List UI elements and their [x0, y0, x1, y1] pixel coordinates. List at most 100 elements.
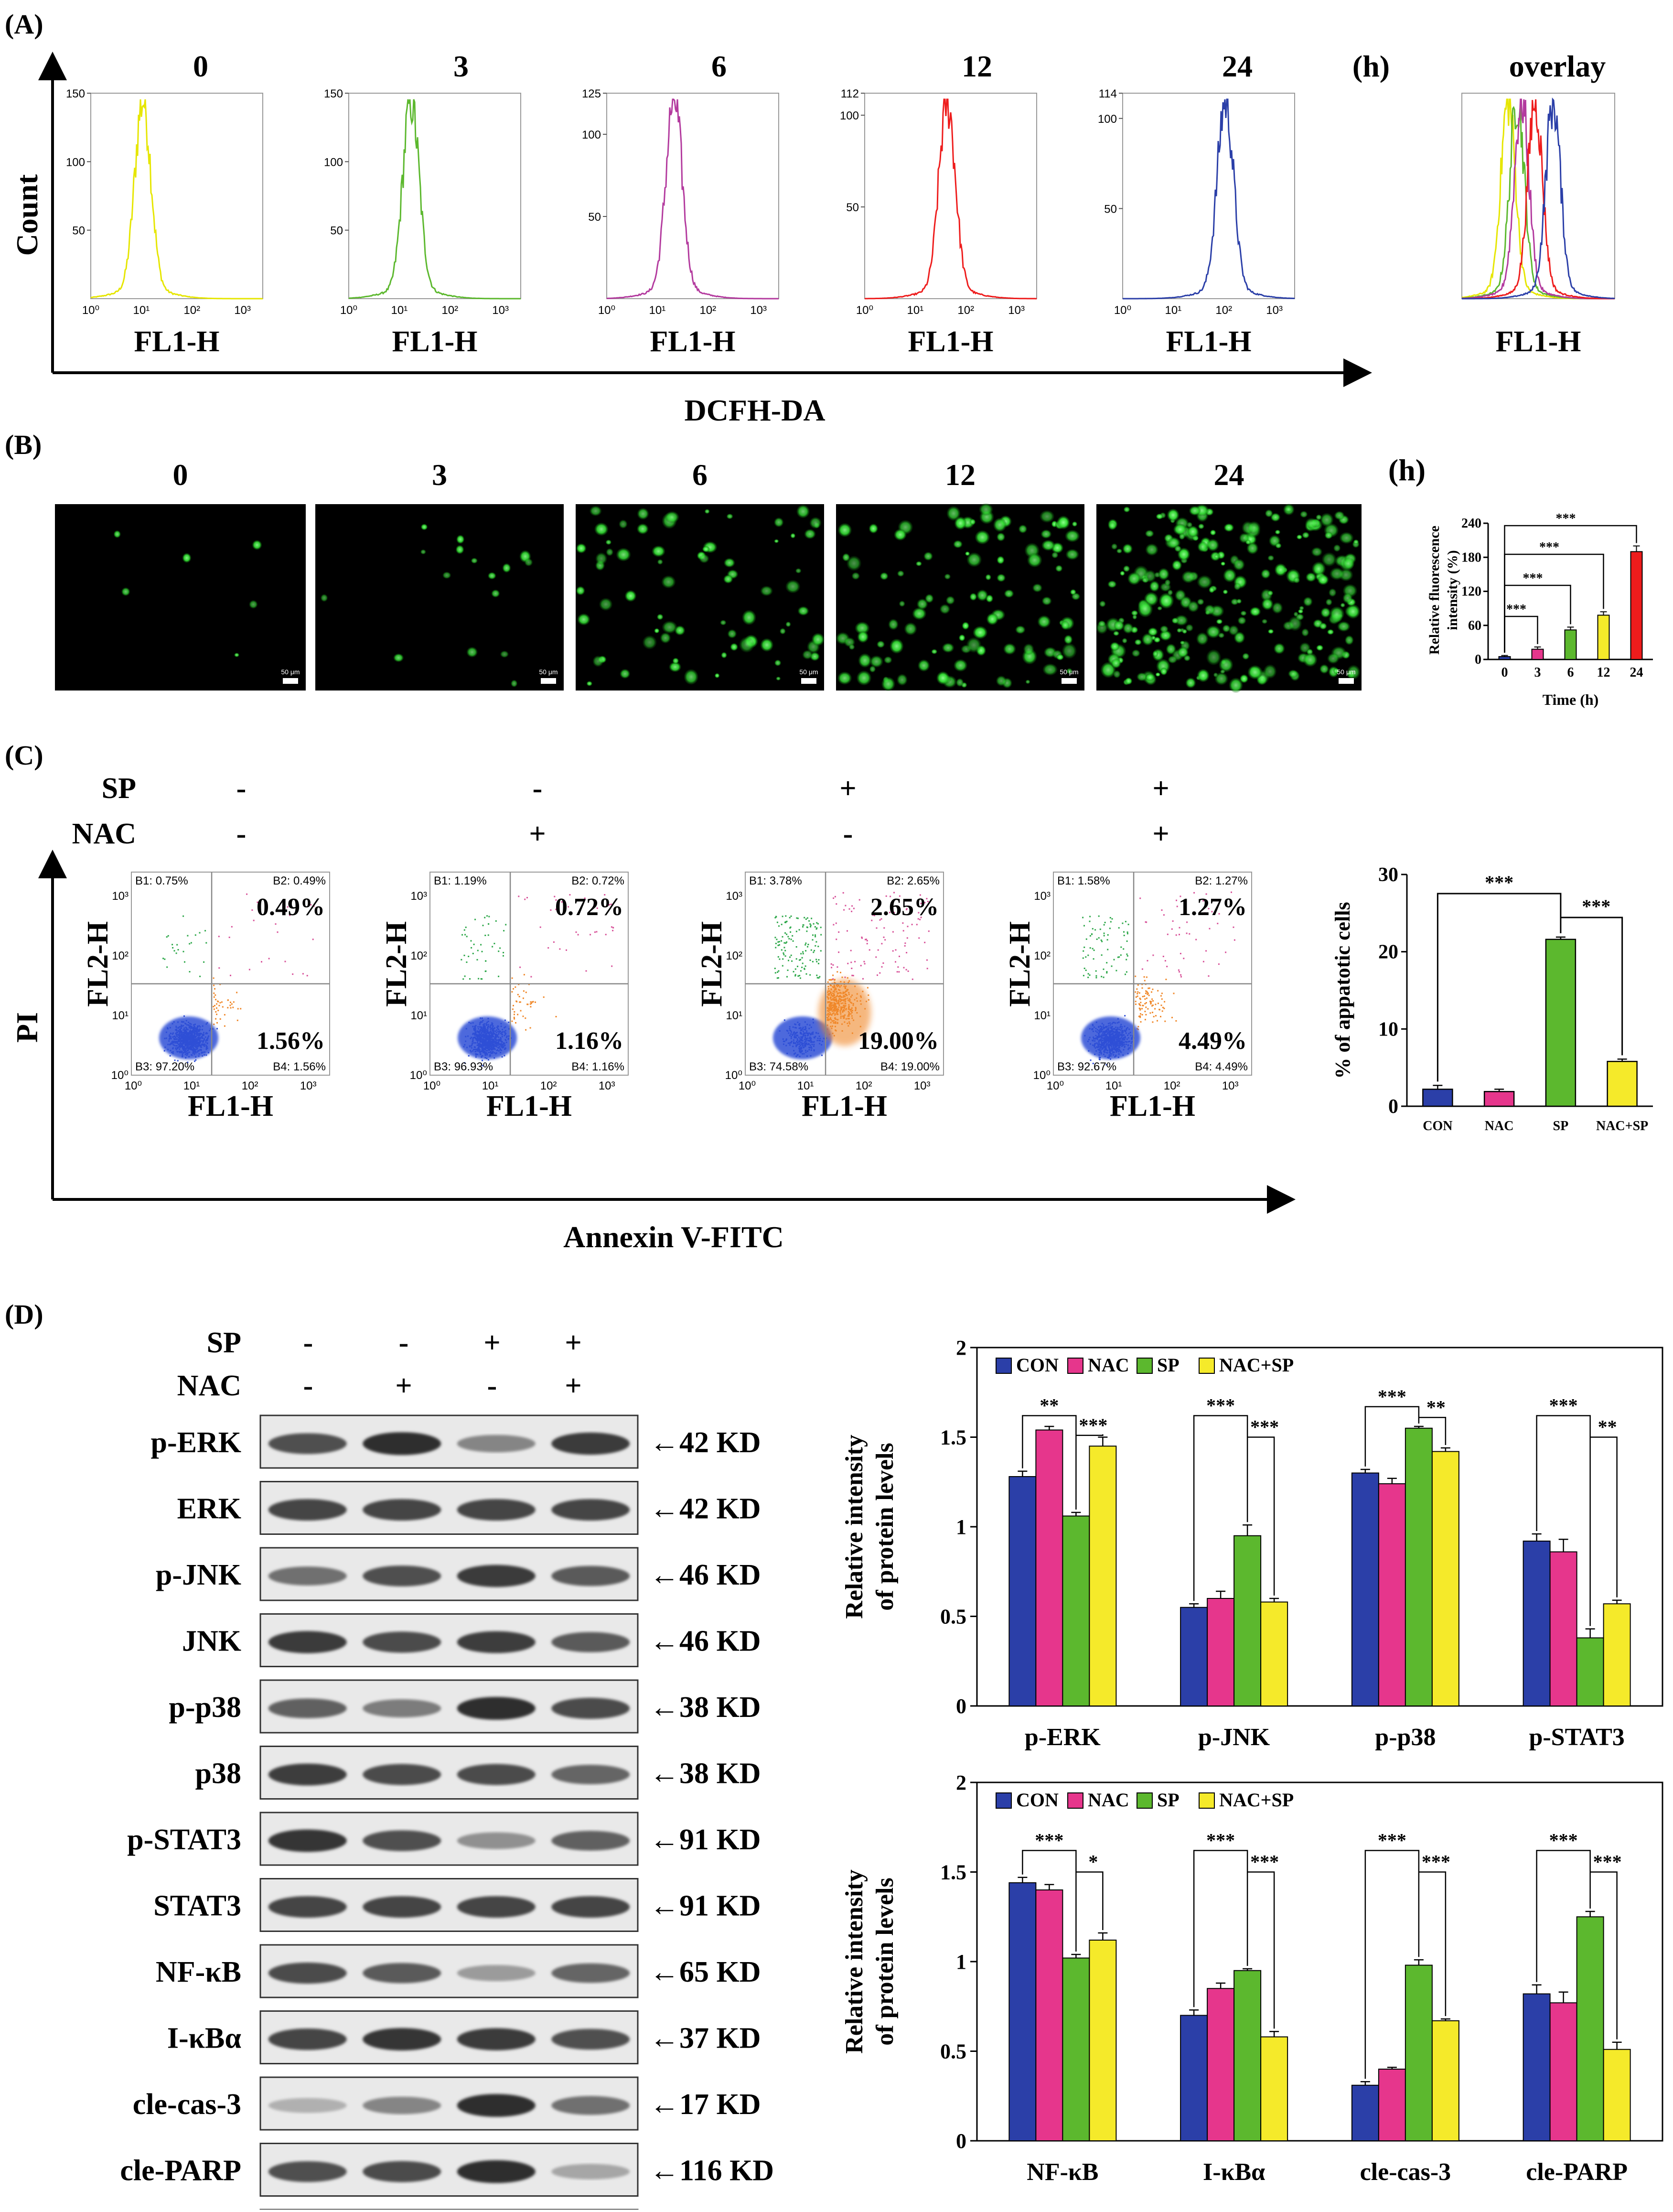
event-dot	[469, 978, 471, 980]
sp-sign: +	[839, 772, 856, 805]
blot-kd-label: ←91 KD	[650, 1890, 761, 1922]
x-tick-label: 10³	[1008, 304, 1025, 317]
event-dot	[1154, 1008, 1156, 1010]
event-dot	[1202, 900, 1204, 902]
event-dot	[1083, 975, 1084, 977]
cell	[393, 653, 404, 662]
event-dot	[1141, 987, 1143, 989]
cell	[1337, 621, 1351, 632]
overlay-x-label: FL1-H	[1495, 325, 1581, 358]
event-dot	[903, 967, 905, 969]
event-dot	[805, 950, 807, 952]
event-dot	[830, 963, 832, 965]
cell	[1305, 518, 1318, 529]
cell	[1353, 539, 1359, 545]
event-dot	[815, 934, 816, 936]
panel-c-x-title: Annexin V-FITC	[563, 1220, 784, 1254]
event-dot	[251, 909, 253, 911]
event-dot	[1087, 976, 1089, 978]
cell	[723, 574, 733, 584]
event-dot	[813, 951, 815, 953]
cell	[1172, 560, 1182, 571]
event-dot	[190, 942, 192, 944]
event-dot	[1225, 951, 1227, 953]
y-tick-label: 112	[841, 87, 859, 100]
y-tick-label: 10¹	[410, 1009, 427, 1022]
event-dot	[1218, 963, 1220, 965]
y-tick-label: 100	[582, 129, 601, 141]
cell	[1339, 532, 1354, 544]
y-tick-label: 10²	[1034, 950, 1051, 962]
event-dot	[1151, 991, 1152, 993]
event-dot	[522, 1015, 524, 1017]
y-tick-label: 50	[72, 225, 85, 237]
event-dot	[498, 950, 500, 952]
x-axis-label: FL1-H	[1166, 325, 1251, 358]
time-label: 12	[962, 49, 992, 83]
cell	[1123, 623, 1134, 634]
event-dot	[1205, 893, 1207, 895]
histogram-frame	[90, 93, 263, 299]
cell	[491, 589, 500, 598]
event-dot	[1137, 1028, 1139, 1030]
event-dot	[488, 923, 490, 925]
cell	[1098, 620, 1106, 627]
cell	[1197, 598, 1204, 605]
cell	[1114, 620, 1125, 631]
cell	[1246, 542, 1259, 554]
event-dot	[166, 966, 168, 968]
event-dot	[213, 993, 215, 994]
cell	[811, 633, 825, 646]
event-dot	[515, 1022, 516, 1024]
blot-band	[457, 1764, 536, 1785]
event-dot	[182, 950, 184, 952]
event-dot	[1135, 991, 1137, 993]
event-dot	[924, 941, 926, 943]
event-dot	[1089, 947, 1091, 949]
overlay-curve-12	[1462, 99, 1615, 300]
event-dot	[217, 1010, 219, 1012]
event-dot	[1144, 995, 1145, 997]
event-dot	[1106, 972, 1108, 974]
event-dot	[1123, 931, 1125, 933]
sp-sign: -	[399, 1327, 409, 1359]
cell	[1198, 523, 1204, 529]
event-dot	[175, 952, 177, 954]
dot-plot-2: B1: 1.19% B2: 0.72%B3: 96.93% B4: 1.16%0.7…	[380, 872, 629, 1122]
x-tick-label: 10⁰	[125, 1079, 142, 1092]
event-dot	[905, 969, 907, 971]
legend-swatch-NAC+SP	[1199, 1358, 1215, 1374]
bar-cle-PARP-NAC	[1549, 2002, 1577, 2141]
event-dot	[775, 947, 777, 949]
event-dot	[485, 960, 487, 962]
y-tick-label: 100	[1098, 113, 1117, 126]
legend-swatch-NAC	[1067, 1792, 1083, 1809]
blot-protein-label: JNK	[182, 1625, 241, 1658]
y-tick-label: 10³	[1034, 890, 1051, 903]
event-dot	[1152, 1004, 1154, 1006]
x-tick-label: 10¹	[183, 1079, 200, 1092]
blot-band	[457, 2094, 536, 2117]
cell	[727, 629, 737, 638]
cell	[714, 673, 720, 679]
event-dot	[246, 893, 248, 895]
event-dot	[484, 971, 486, 972]
significance-label: ***	[1549, 1830, 1578, 1851]
event-dot	[917, 918, 919, 920]
cell	[590, 506, 602, 516]
event-dot	[863, 960, 865, 962]
cell	[1267, 629, 1274, 634]
cell	[1159, 625, 1169, 633]
blot-cle-cas-3: cle-cas-3 ←17 KD	[133, 2076, 761, 2131]
blot-cle-PARP: cle-PARP ←116 KD	[120, 2143, 774, 2197]
cell	[1288, 616, 1302, 631]
cell	[890, 638, 904, 654]
event-dot	[835, 922, 837, 924]
event-dot	[1135, 1001, 1137, 1003]
event-dot	[513, 1016, 515, 1018]
significance-bracket	[1193, 1850, 1248, 2007]
legend-swatch-CON	[996, 1792, 1012, 1809]
